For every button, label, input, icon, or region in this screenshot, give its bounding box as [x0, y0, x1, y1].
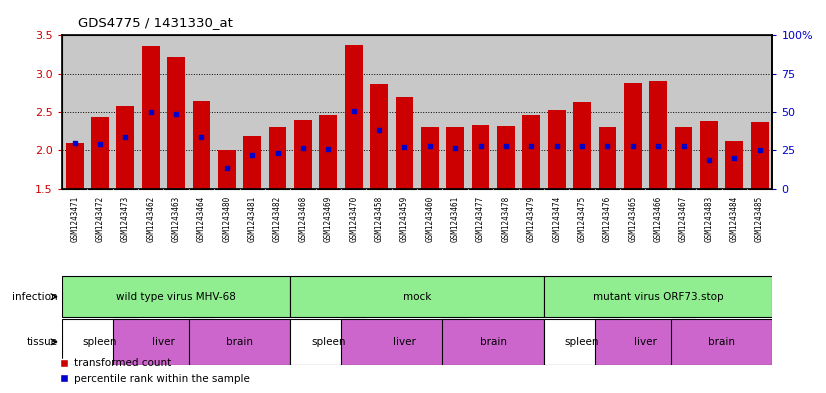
Bar: [649, 81, 667, 189]
Text: GSM1243469: GSM1243469: [324, 196, 333, 242]
Bar: [443, 319, 544, 365]
Bar: [544, 319, 620, 365]
Bar: [218, 150, 235, 189]
Text: GSM1243474: GSM1243474: [552, 196, 561, 242]
Text: tissue: tissue: [26, 337, 58, 347]
Legend: transformed count, percentile rank within the sample: transformed count, percentile rank withi…: [55, 354, 254, 388]
Bar: [548, 110, 566, 189]
Bar: [142, 46, 159, 189]
Text: GSM1243459: GSM1243459: [400, 196, 409, 242]
Bar: [344, 45, 363, 189]
Bar: [167, 57, 185, 189]
Text: GSM1243470: GSM1243470: [349, 196, 358, 242]
Text: GSM1243481: GSM1243481: [248, 196, 257, 242]
Bar: [497, 126, 515, 189]
Bar: [522, 115, 540, 189]
Text: GSM1243477: GSM1243477: [476, 196, 485, 242]
Text: brain: brain: [708, 337, 735, 347]
Text: spleen: spleen: [311, 337, 345, 347]
Bar: [341, 319, 468, 365]
Bar: [671, 319, 772, 365]
Text: GSM1243460: GSM1243460: [425, 196, 434, 242]
Bar: [700, 121, 718, 189]
Bar: [62, 276, 290, 318]
Bar: [599, 127, 616, 189]
Bar: [544, 276, 772, 318]
Text: GSM1243464: GSM1243464: [197, 196, 206, 242]
Bar: [472, 125, 490, 189]
Text: liver: liver: [152, 337, 175, 347]
Bar: [421, 127, 439, 189]
Bar: [573, 102, 591, 189]
Bar: [66, 143, 83, 189]
Text: GSM1243476: GSM1243476: [603, 196, 612, 242]
Bar: [294, 119, 312, 189]
Text: GDS4775 / 1431330_at: GDS4775 / 1431330_at: [78, 17, 234, 29]
Text: GSM1243461: GSM1243461: [451, 196, 460, 242]
Bar: [396, 97, 413, 189]
Bar: [290, 276, 544, 318]
Bar: [725, 141, 743, 189]
Bar: [624, 83, 642, 189]
Text: GSM1243485: GSM1243485: [755, 196, 764, 242]
Text: mutant virus ORF73.stop: mutant virus ORF73.stop: [593, 292, 724, 302]
Text: GSM1243462: GSM1243462: [146, 196, 155, 242]
Text: GSM1243484: GSM1243484: [729, 196, 738, 242]
Text: GSM1243465: GSM1243465: [629, 196, 638, 242]
Bar: [244, 136, 261, 189]
Text: GSM1243463: GSM1243463: [172, 196, 181, 242]
Text: spleen: spleen: [83, 337, 117, 347]
Bar: [320, 115, 337, 189]
Text: GSM1243482: GSM1243482: [273, 196, 282, 242]
Text: infection: infection: [12, 292, 58, 302]
Bar: [192, 101, 211, 189]
Text: GSM1243478: GSM1243478: [501, 196, 510, 242]
Text: brain: brain: [480, 337, 506, 347]
Text: liver: liver: [393, 337, 415, 347]
Bar: [62, 319, 138, 365]
Bar: [189, 319, 290, 365]
Bar: [91, 118, 109, 189]
Text: GSM1243458: GSM1243458: [374, 196, 383, 242]
Text: GSM1243480: GSM1243480: [222, 196, 231, 242]
Bar: [116, 106, 135, 189]
Bar: [290, 319, 367, 365]
Bar: [446, 127, 464, 189]
Bar: [112, 319, 214, 365]
Text: GSM1243475: GSM1243475: [577, 196, 586, 242]
Text: wild type virus MHV-68: wild type virus MHV-68: [116, 292, 236, 302]
Text: brain: brain: [226, 337, 253, 347]
Text: GSM1243483: GSM1243483: [705, 196, 714, 242]
Text: GSM1243479: GSM1243479: [527, 196, 536, 242]
Text: GSM1243473: GSM1243473: [121, 196, 130, 242]
Text: liver: liver: [634, 337, 657, 347]
Bar: [370, 84, 388, 189]
Text: GSM1243466: GSM1243466: [653, 196, 662, 242]
Text: GSM1243471: GSM1243471: [70, 196, 79, 242]
Bar: [268, 127, 287, 189]
Text: GSM1243472: GSM1243472: [96, 196, 105, 242]
Text: mock: mock: [403, 292, 431, 302]
Bar: [675, 127, 692, 189]
Text: GSM1243468: GSM1243468: [298, 196, 307, 242]
Bar: [751, 122, 768, 189]
Text: GSM1243467: GSM1243467: [679, 196, 688, 242]
Text: spleen: spleen: [565, 337, 600, 347]
Bar: [595, 319, 696, 365]
